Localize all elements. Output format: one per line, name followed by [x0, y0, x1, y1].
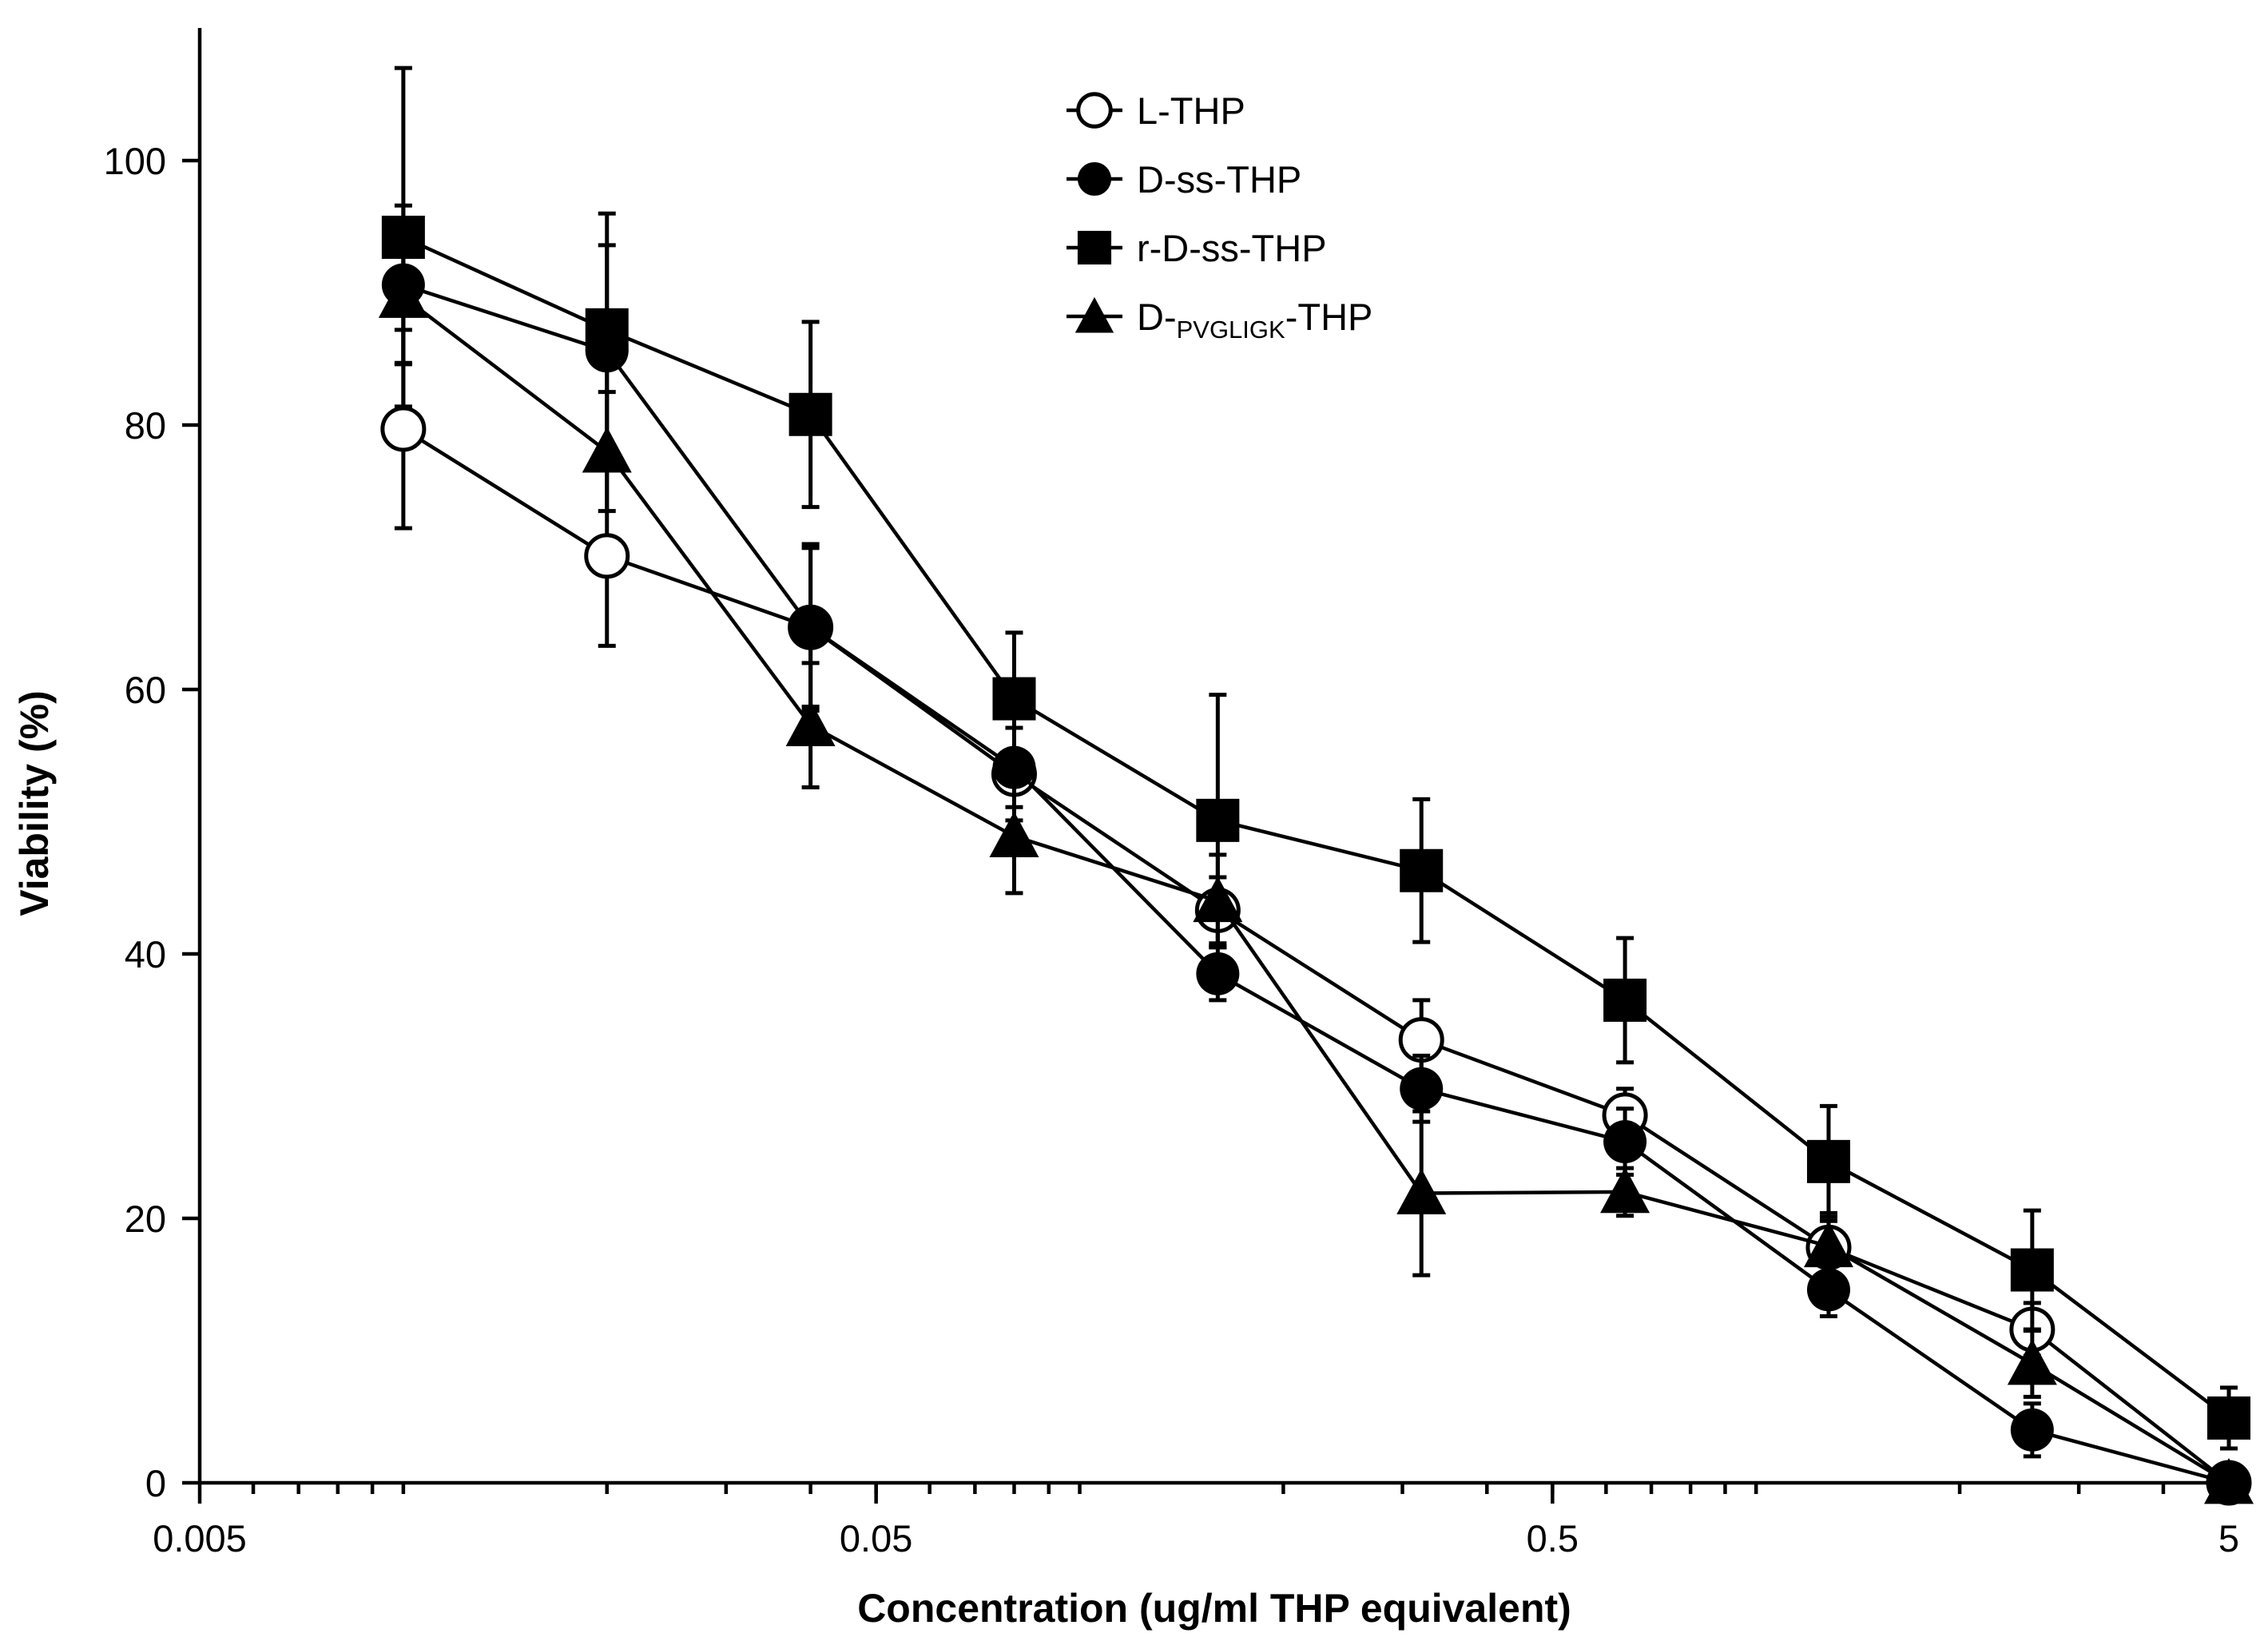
legend-item-r-d-ss-thp: r-D-ss-THP — [1066, 227, 1327, 269]
series-line — [402, 427, 2230, 1484]
data-point — [1400, 848, 1444, 892]
data-point — [1193, 876, 1243, 923]
data-point — [2207, 1396, 2250, 1440]
legend-symbol — [1077, 161, 1112, 197]
series-line — [402, 295, 2230, 1484]
data-point — [2007, 1339, 2057, 1385]
legend-label-r-d-ss-thp: r-D-ss-THP — [1137, 227, 1327, 269]
x-tick-label: 0.05 — [840, 1517, 912, 1560]
data-point — [1400, 1067, 1444, 1111]
legend-item-d-ss-thp: D-ss-THP — [1066, 158, 1301, 201]
data-point — [785, 700, 836, 747]
y-tick-label: 20 — [125, 1198, 166, 1240]
legend-marker — [1066, 230, 1122, 265]
data-point — [1600, 1166, 1650, 1214]
y-axis-title: Viability (%) — [12, 690, 57, 916]
x-tick-label: 0.5 — [1527, 1517, 1579, 1560]
data-point — [2010, 1248, 2054, 1292]
y-tick-label: 80 — [125, 404, 166, 447]
legend-item-l-thp: L-THP — [1066, 89, 1245, 132]
data-point — [1396, 1168, 1447, 1214]
x-tick-label: 0.005 — [153, 1517, 247, 1560]
data-point — [989, 811, 1039, 858]
data-point — [582, 427, 632, 473]
y-tick-label: 100 — [104, 140, 166, 182]
legend-item-d-pvgligk-thp: D-PVGLIGK-THP — [1066, 296, 1372, 344]
y-tick-label: 60 — [125, 669, 166, 711]
data-point — [378, 272, 428, 318]
series-line — [402, 235, 2230, 1420]
series-1 — [381, 203, 2250, 1504]
series-2 — [381, 66, 2250, 1451]
data-point — [1603, 978, 1647, 1022]
data-point — [1803, 1221, 1853, 1268]
series-3 — [378, 228, 2254, 1504]
series-line — [403, 283, 2230, 1485]
plot-area — [378, 66, 2254, 1506]
legend-label-l-thp: L-THP — [1137, 89, 1245, 132]
legend-subscript: PVGLIGK — [1177, 316, 1285, 344]
legend-marker — [1066, 92, 1122, 129]
legend-symbol — [1074, 296, 1114, 333]
data-point — [2010, 1408, 2054, 1452]
y-tick-label: 0 — [145, 1462, 166, 1504]
legend-label-d-ss-thp: D-ss-THP — [1137, 158, 1301, 201]
legend: L-THP D-ss-THP r-D-ss-THP D-PVGLIGK-THP — [1066, 89, 1372, 344]
x-tick-label: 5 — [2218, 1517, 2239, 1560]
data-point — [992, 745, 1036, 789]
data-point — [380, 406, 427, 452]
data-point — [788, 606, 832, 650]
legend-label-d-pvgligk-thp: D-PVGLIGK-THP — [1137, 296, 1372, 344]
data-point — [1196, 798, 1240, 842]
legend-symbol — [1076, 92, 1113, 129]
data-point — [788, 392, 832, 436]
legend-symbol — [1077, 230, 1112, 265]
data-point — [1806, 1268, 1850, 1312]
axes — [197, 28, 2229, 1485]
data-point — [1806, 1139, 1850, 1183]
tick-labels: 0 20 40 60 80 100 0.005 0.05 0.5 5 — [104, 140, 2239, 1560]
data-point — [992, 677, 1036, 721]
y-tick-label: 40 — [125, 933, 166, 975]
data-point — [585, 308, 629, 352]
data-point — [1603, 1120, 1647, 1164]
data-point — [2204, 1458, 2254, 1504]
data-point — [584, 533, 630, 579]
x-axis-title: Concentration (ug/ml THP equivalent) — [857, 1586, 1571, 1631]
data-point — [1196, 952, 1240, 995]
legend-marker — [1066, 296, 1122, 333]
legend-marker — [1066, 161, 1122, 197]
